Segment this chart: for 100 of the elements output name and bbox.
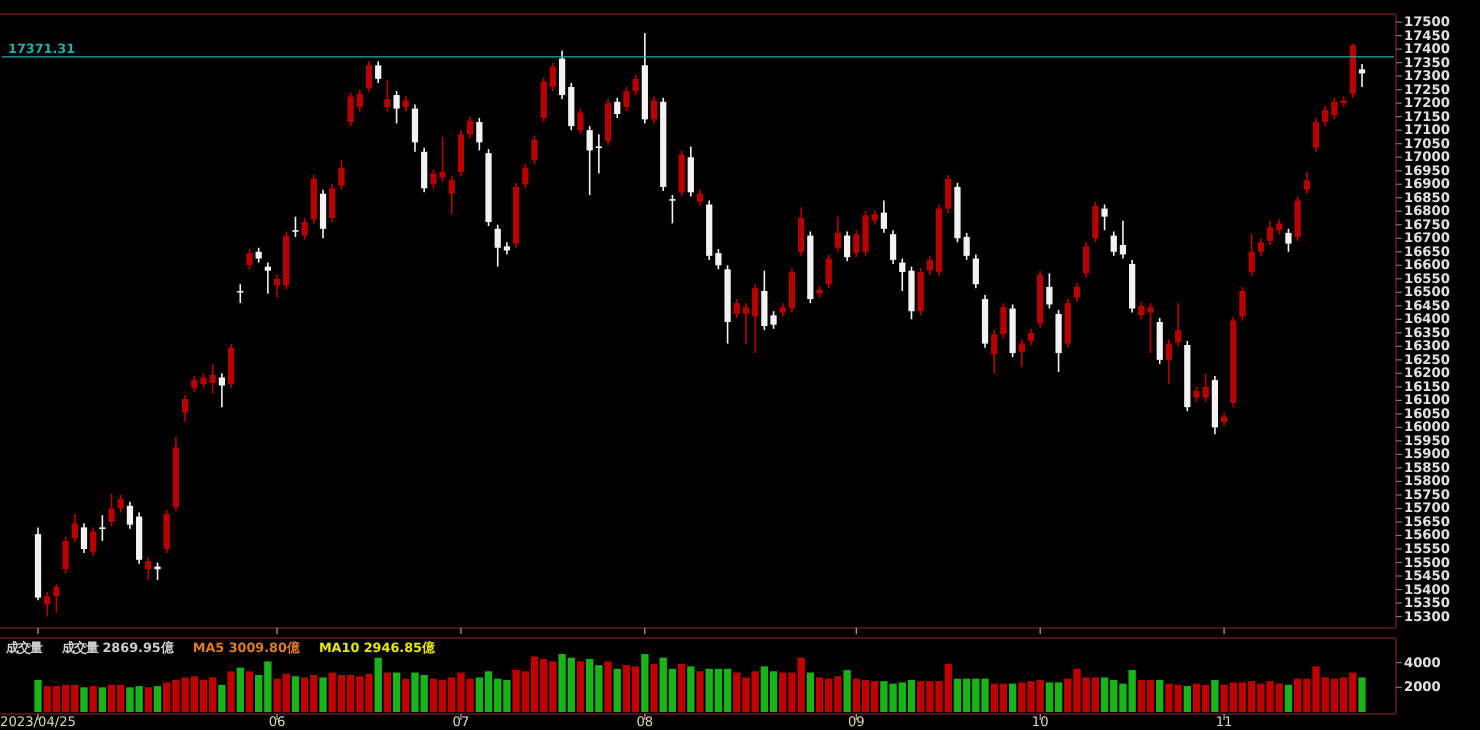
candlestick bbox=[457, 129, 465, 177]
bar bbox=[438, 679, 447, 712]
bar bbox=[1211, 679, 1219, 712]
candlestick bbox=[825, 253, 832, 290]
bar bbox=[1137, 679, 1146, 712]
candlestick bbox=[1018, 338, 1025, 368]
bar bbox=[806, 672, 815, 712]
candlestick bbox=[623, 86, 630, 113]
bar bbox=[1008, 683, 1017, 712]
candlestick bbox=[1211, 375, 1219, 435]
candlestick bbox=[1009, 303, 1016, 358]
candlestick bbox=[889, 229, 897, 265]
candlestick bbox=[292, 215, 299, 238]
candlestick bbox=[99, 514, 106, 542]
candlestick bbox=[917, 267, 924, 317]
candlestick bbox=[393, 90, 400, 125]
bar bbox=[1100, 677, 1109, 712]
candlestick bbox=[981, 294, 989, 349]
candlestick bbox=[90, 526, 97, 557]
candlestick bbox=[264, 261, 271, 295]
candlestick bbox=[411, 103, 419, 153]
candlestick bbox=[972, 253, 979, 290]
candlestick bbox=[80, 522, 88, 554]
candlestick bbox=[384, 79, 391, 113]
candlestick bbox=[1073, 282, 1081, 303]
bar bbox=[576, 661, 585, 712]
candlestick bbox=[476, 117, 483, 152]
candlestick bbox=[467, 115, 474, 140]
candlestick bbox=[71, 513, 78, 544]
bar bbox=[61, 684, 70, 712]
candlestick bbox=[1101, 203, 1108, 231]
candlestick bbox=[44, 591, 51, 618]
candlestick bbox=[1285, 228, 1292, 253]
bar bbox=[346, 675, 355, 712]
candlestick bbox=[329, 183, 336, 223]
bar bbox=[236, 667, 244, 712]
candlestick bbox=[531, 134, 538, 165]
candlestick bbox=[1092, 200, 1099, 244]
bar bbox=[245, 671, 254, 712]
bar bbox=[1156, 679, 1164, 712]
candlestick bbox=[1174, 302, 1182, 348]
bar bbox=[631, 666, 640, 712]
candlestick bbox=[843, 230, 851, 263]
bar bbox=[374, 657, 382, 712]
bar bbox=[714, 668, 723, 712]
candlestick bbox=[1303, 171, 1310, 195]
bar bbox=[696, 671, 704, 712]
candlestick bbox=[62, 536, 69, 575]
bar bbox=[218, 684, 226, 712]
candlestick bbox=[1294, 195, 1301, 242]
bar bbox=[484, 671, 493, 712]
bar bbox=[861, 679, 870, 712]
candlestick bbox=[1248, 233, 1255, 277]
bar bbox=[98, 687, 107, 712]
bar bbox=[622, 665, 631, 712]
candlestick bbox=[945, 173, 952, 214]
bar bbox=[723, 668, 732, 712]
bar bbox=[1238, 682, 1247, 712]
bar bbox=[1146, 679, 1155, 712]
bar bbox=[1358, 677, 1366, 712]
candlestick bbox=[798, 206, 805, 257]
bar bbox=[677, 663, 686, 712]
candlestick bbox=[1239, 286, 1246, 322]
bar bbox=[319, 677, 327, 712]
candlestick bbox=[650, 95, 658, 125]
candlestick bbox=[880, 199, 888, 234]
bar bbox=[1183, 686, 1191, 712]
bar bbox=[402, 678, 410, 712]
bar bbox=[80, 687, 88, 712]
candlestick bbox=[1266, 219, 1274, 246]
candlestick bbox=[53, 583, 60, 614]
bar bbox=[337, 675, 346, 712]
bar bbox=[199, 679, 208, 712]
candlestick bbox=[246, 248, 253, 271]
candlestick bbox=[1064, 298, 1071, 349]
candlestick bbox=[577, 107, 584, 136]
candlestick bbox=[1312, 117, 1320, 153]
candlestick bbox=[669, 194, 676, 225]
bar bbox=[769, 671, 778, 712]
bar bbox=[89, 686, 97, 712]
candlestick bbox=[1000, 302, 1007, 340]
bar bbox=[1284, 684, 1293, 712]
candlestick bbox=[227, 342, 235, 390]
bar bbox=[641, 654, 649, 712]
candlestick bbox=[522, 163, 529, 190]
candlestick bbox=[1165, 338, 1173, 385]
candlestick bbox=[834, 215, 842, 253]
candlestick bbox=[301, 217, 308, 241]
bar bbox=[475, 677, 484, 712]
candlestick bbox=[1046, 272, 1053, 310]
candlestick bbox=[375, 60, 382, 84]
candlestick bbox=[448, 175, 455, 215]
candlestick bbox=[614, 96, 621, 119]
candlestick bbox=[163, 509, 170, 554]
bar bbox=[429, 678, 438, 712]
candlestick bbox=[1358, 63, 1366, 88]
candlestick bbox=[365, 60, 373, 94]
candlestick bbox=[1129, 259, 1136, 314]
candlestick bbox=[181, 394, 189, 423]
bar bbox=[1330, 678, 1339, 712]
